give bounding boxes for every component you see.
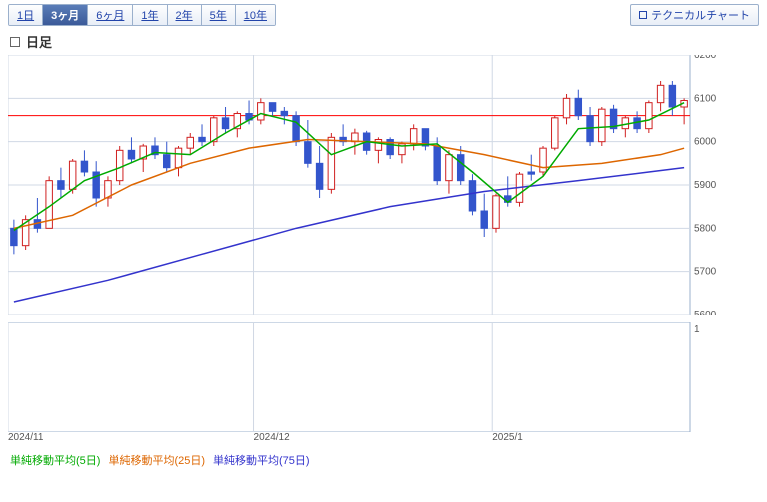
- x-axis-labels: 2024/11 2024/12 2025/1: [8, 432, 690, 448]
- x-axis-label: 2024/11: [8, 432, 43, 443]
- legend: 単純移動平均(5日) 単純移動平均(25日) 単純移動平均(75日): [0, 448, 767, 472]
- chart-title: 日足: [26, 32, 52, 51]
- x-axis-label: 2025/1: [492, 432, 523, 443]
- technical-chart-label: テクニカルチャート: [651, 7, 750, 23]
- svg-text:5700: 5700: [694, 267, 717, 278]
- tab-3ヶ月[interactable]: 3ヶ月: [43, 5, 88, 25]
- svg-text:5900: 5900: [694, 180, 717, 191]
- technical-chart-button[interactable]: テクニカルチャート: [630, 4, 759, 26]
- period-tabs: 1日3ヶ月6ヶ月1年2年5年10年: [8, 4, 276, 26]
- chart-icon: [639, 11, 647, 19]
- tab-10年[interactable]: 10年: [236, 5, 275, 25]
- svg-text:6100: 6100: [694, 93, 717, 104]
- legend-sma5: 単純移動平均(5日): [10, 452, 100, 468]
- tab-6ヶ月[interactable]: 6ヶ月: [88, 5, 133, 25]
- tab-1年[interactable]: 1年: [133, 5, 167, 25]
- svg-text:6200: 6200: [694, 55, 717, 61]
- legend-sma75: 単純移動平均(75日): [213, 452, 310, 468]
- svg-text:5800: 5800: [694, 223, 717, 234]
- price-chart: 5600 5700 5800 5900 6000 6100 6200: [8, 55, 728, 315]
- x-axis-label: 2024/12: [254, 432, 290, 443]
- chart-area: 5600570058005900600061006200 1 2024/1120…: [8, 55, 759, 448]
- legend-sma25: 単純移動平均(25日): [108, 452, 205, 468]
- tab-1日[interactable]: 1日: [9, 5, 43, 25]
- volume-panel: 1: [8, 322, 728, 432]
- svg-text:5600: 5600: [694, 310, 717, 315]
- svg-text:1: 1: [694, 324, 700, 335]
- tab-2年[interactable]: 2年: [168, 5, 202, 25]
- chart-title-row: 日足: [0, 26, 767, 53]
- title-box-icon: [10, 37, 20, 47]
- tab-5年[interactable]: 5年: [202, 5, 236, 25]
- svg-text:6000: 6000: [694, 137, 717, 148]
